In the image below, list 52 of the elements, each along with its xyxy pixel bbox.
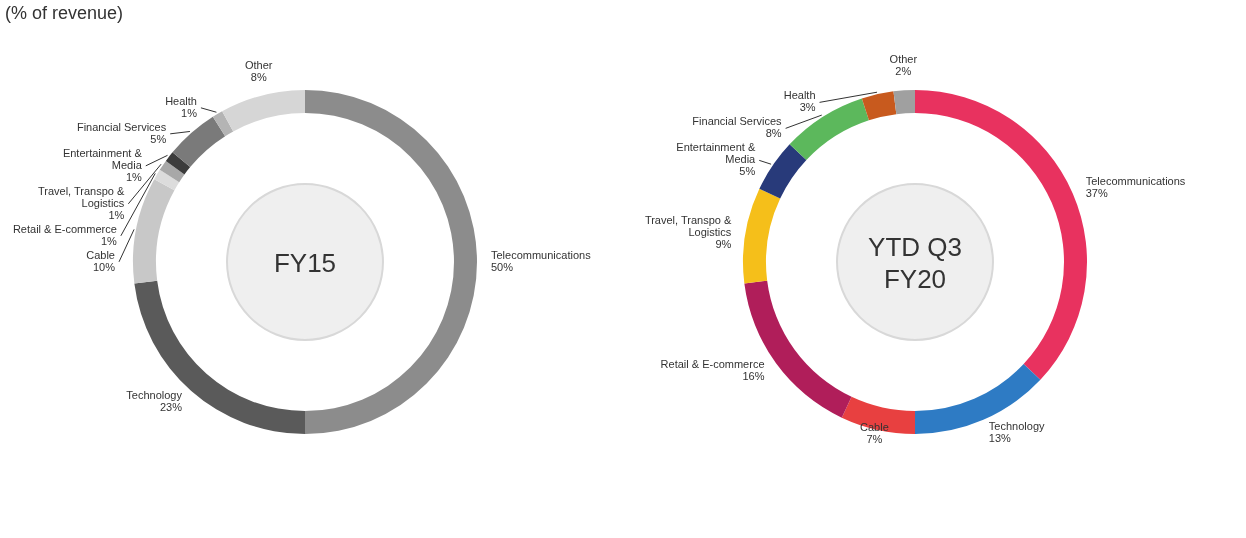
data-label: 7% (866, 432, 883, 445)
donut-slice (841, 396, 915, 434)
text: (% of revenue) (5, 3, 124, 23)
slice-label: Technology (126, 388, 183, 401)
slice-label: Travel, Transpo & Logistics (644, 213, 732, 238)
donut-slice (789, 98, 869, 160)
data-label: 1% (125, 170, 142, 183)
donut-slice (759, 144, 807, 199)
data-label: 1% (108, 208, 125, 221)
donut-slice (154, 169, 180, 191)
donut-slice (212, 111, 234, 137)
data-label: 5% (739, 165, 756, 178)
slice-label: Cable (86, 248, 115, 261)
data-label: 1% (100, 234, 118, 247)
donut-slice (743, 188, 781, 284)
slice-label: Financial Services (76, 120, 167, 133)
donut-slice (222, 90, 305, 132)
slice-label: Retail & E-commerce (660, 358, 765, 371)
slice-label: Financial Services (692, 115, 783, 128)
text: FY15 (273, 248, 337, 278)
slice-label: Retail & E-commerce (12, 222, 117, 235)
data-label: 8% (250, 70, 267, 83)
donut-slice (165, 152, 191, 175)
slice-label: Entertainment & Media (62, 146, 143, 171)
slice-label: Travel, Transpo & Logistics (37, 184, 125, 209)
data-label: 8% (765, 127, 782, 140)
data-label: 3% (799, 101, 816, 114)
data-label: 9% (715, 237, 732, 250)
data-label: 23% (159, 400, 183, 413)
text: YTD Q3 FY20 (868, 232, 962, 294)
data-label: 37% (1085, 187, 1108, 200)
donut-slice (133, 179, 175, 284)
donut-slice (893, 90, 915, 115)
slice-label: Entertainment & Media (676, 141, 757, 166)
slice-label: Other (889, 53, 918, 66)
data-label: 2% (895, 65, 912, 78)
slice-label: Technology (988, 419, 1046, 432)
data-label: 16% (742, 370, 765, 383)
data-label: 1% (181, 106, 198, 119)
slice-label: Other (244, 58, 273, 71)
donut-slice (861, 91, 897, 121)
data-label: 50% (491, 261, 514, 273)
slice-label: Telecommunications (491, 249, 592, 261)
donut-slice (159, 160, 185, 183)
donut-slice (172, 116, 226, 168)
data-label: 5% (150, 132, 167, 145)
data-label: 13% (988, 431, 1012, 444)
slice-label: Cable (860, 420, 889, 433)
slice-label: Health (165, 94, 197, 107)
data-label: 10% (92, 260, 116, 273)
slice-label: Health (783, 89, 816, 102)
slice-label: Telecommunications (1085, 175, 1186, 188)
